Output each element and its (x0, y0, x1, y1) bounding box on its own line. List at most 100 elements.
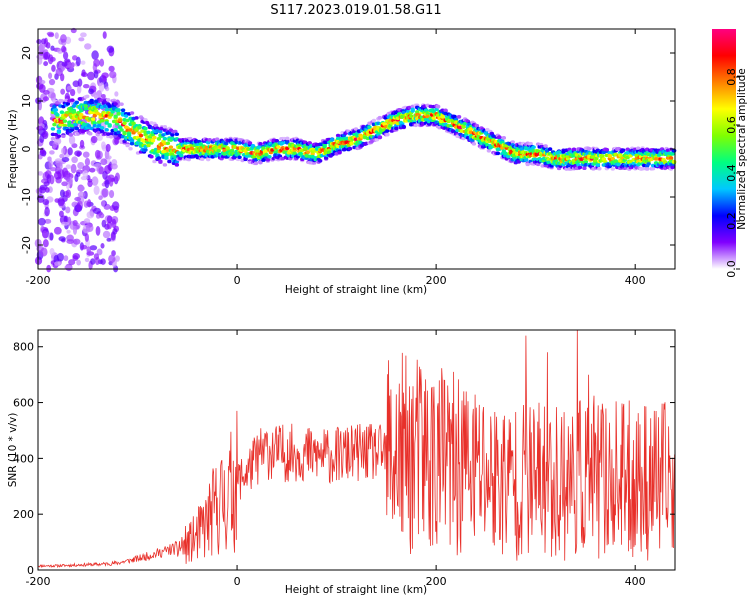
spectrogram-cell (65, 101, 71, 106)
spectrogram-cell (415, 110, 420, 114)
spectrogram-cell (229, 148, 235, 153)
spectrogram-cell (104, 107, 109, 112)
spectrogram-cell (67, 120, 72, 125)
spectrogram-noise (43, 61, 49, 67)
spectrogram-cell (158, 129, 163, 134)
spectrogram-cell (89, 98, 94, 103)
spectrogram-cell (88, 131, 93, 136)
spectrogram-noise (76, 259, 81, 266)
spectrogram-noise (93, 70, 99, 79)
spectrogram-cell (597, 166, 602, 171)
spectrogram-noise (102, 31, 107, 39)
spectrogram-cell (326, 150, 332, 155)
spectrogram-cell (153, 123, 159, 128)
spectrogram-cell (205, 157, 211, 162)
spectrogram-cell (670, 165, 675, 170)
spectrogram-cell (431, 116, 436, 120)
snr-line (37, 329, 675, 569)
spectrogram-cell (225, 146, 230, 150)
spectrogram-noise (106, 221, 113, 230)
spectrogram-cell (116, 112, 121, 116)
colorbar-tick-label: 0.0 (725, 260, 738, 278)
spectrogram-noise (62, 51, 69, 60)
spectrogram-cell (329, 137, 335, 142)
spectrogram-noise (89, 245, 98, 251)
spectrogram-noise (53, 226, 62, 235)
spectrogram-cell (79, 108, 84, 113)
spectrogram-cell (474, 123, 480, 128)
spectrogram-noise (71, 156, 78, 164)
spectrogram-cell (267, 154, 272, 159)
spectrogram-noise (102, 170, 108, 180)
spectrogram-noise (60, 73, 65, 82)
spectrogram-noise (84, 257, 90, 263)
spectrogram-noise (72, 55, 78, 61)
spectrogram-cell (535, 149, 541, 153)
spectrogram-noise (49, 56, 56, 62)
spectrogram-noise (61, 156, 70, 163)
spectrogram-noise (101, 72, 109, 79)
spectrogram-cell (143, 117, 148, 122)
spectrogram-cell (485, 127, 490, 132)
spectrogram-noise (85, 223, 94, 233)
spectrogram-cell (385, 132, 390, 137)
spectrogram-cell (173, 129, 178, 134)
spectrogram-noise (50, 92, 56, 102)
y-tick-label: -10 (20, 188, 33, 206)
spectrogram-cell (222, 148, 227, 153)
spectrogram-noise (93, 185, 100, 196)
spectrogram-cell (650, 166, 656, 171)
spectrogram-cell (371, 118, 377, 123)
spectrogram-cell (265, 157, 271, 162)
spectrogram-cell (71, 110, 77, 114)
spectrogram-cell (594, 156, 599, 161)
spectrogram-cell (531, 145, 536, 149)
spectrogram-noise (111, 218, 117, 229)
y-tick-label: 400 (13, 452, 34, 465)
spectrogram-cell (146, 143, 151, 148)
spectrogram-cell (125, 143, 130, 148)
spectrogram-panel (34, 27, 677, 273)
spectrogram-cell (164, 156, 169, 160)
spectrogram-cell (264, 152, 269, 157)
spectrogram-cell (146, 130, 151, 135)
spectrogram-noise (106, 45, 115, 53)
spectrogram-noise (91, 50, 99, 60)
snr-panel (37, 329, 675, 569)
spectrogram-noise (59, 189, 65, 198)
spectrogram-cell (143, 148, 148, 152)
spectrogram-cell (128, 128, 133, 132)
spectrogram-cell (105, 98, 111, 102)
spectrogram-cell (628, 154, 633, 158)
spectrogram-cell (97, 124, 102, 128)
spectrogram-cell (149, 154, 154, 159)
spectrogram-noise (46, 31, 54, 36)
spectrogram-noise (42, 230, 48, 239)
spectrogram-noise (101, 141, 106, 150)
spectrogram-cell (156, 156, 162, 160)
spectrogram-cell (528, 141, 533, 146)
spectrogram-noise (86, 211, 95, 219)
spectrogram-noise (101, 93, 106, 99)
spectrogram-cell (168, 145, 174, 149)
spectrogram-cell (73, 122, 78, 127)
spectrogram-cell (577, 165, 583, 170)
spectrogram-cell (431, 109, 436, 114)
spectrogram-noise (40, 247, 48, 257)
spectrogram-cell (434, 107, 439, 112)
y-tick-label: 600 (13, 397, 34, 410)
spectrogram-cell (50, 127, 56, 131)
spectrogram-noise (57, 197, 65, 207)
spectrogram-cell (510, 140, 515, 144)
spectrogram-noise (60, 34, 67, 43)
spectrogram-noise (43, 51, 51, 60)
spectrogram-noise (99, 58, 105, 67)
spectrogram-cell (59, 99, 65, 103)
spectrogram-cell (377, 115, 383, 120)
spectrogram-noise (70, 163, 77, 174)
spectrogram-noise (94, 149, 101, 159)
spectrogram-cell (374, 137, 380, 142)
spectrogram-cell (104, 121, 109, 125)
